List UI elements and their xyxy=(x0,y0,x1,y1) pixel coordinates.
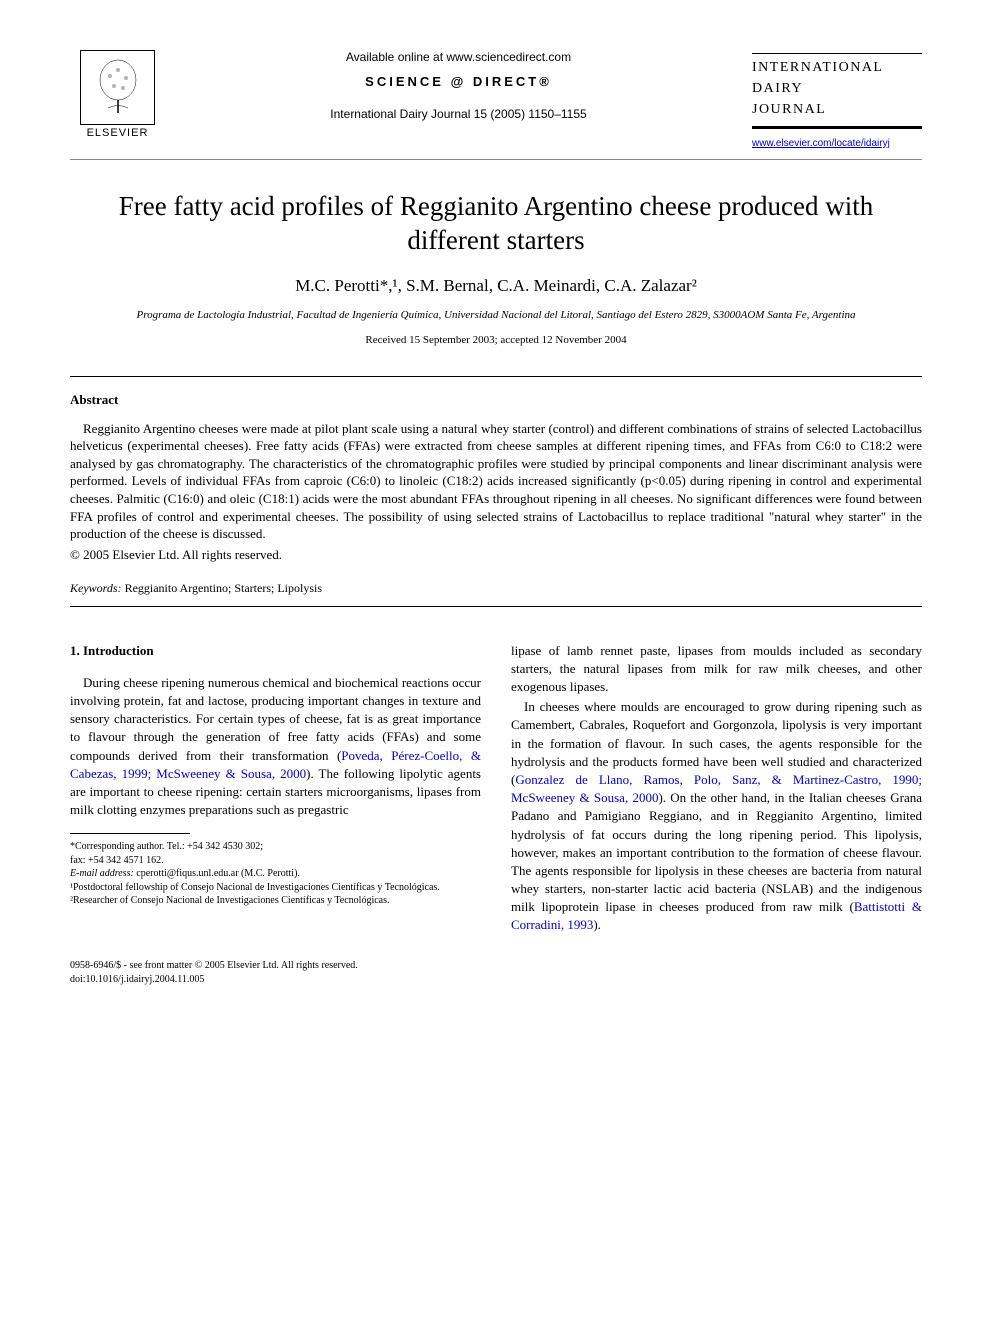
keywords-label: Keywords: xyxy=(70,581,122,595)
abstract-text: Reggianito Argentino cheeses were made a… xyxy=(70,420,922,543)
elsevier-label: ELSEVIER xyxy=(87,127,149,139)
footnote-1: ¹Postdoctoral fellowship of Consejo Naci… xyxy=(70,881,481,895)
column-left: 1. Introduction During cheese ripening n… xyxy=(70,642,481,937)
header-rule xyxy=(70,159,922,160)
header: ELSEVIER Available online at www.science… xyxy=(70,50,922,151)
footer-copyright: 0958-6946/$ - see front matter © 2005 El… xyxy=(70,959,922,973)
intro-text-2c: ). xyxy=(593,917,601,932)
keywords: Keywords: Reggianito Argentino; Starters… xyxy=(70,581,922,596)
elsevier-logo: ELSEVIER xyxy=(70,50,165,139)
available-online-text: Available online at www.sciencedirect.co… xyxy=(180,50,737,64)
affiliation: Programa de Lactología Industrial, Facul… xyxy=(70,308,922,322)
authors: M.C. Perotti*,¹, S.M. Bernal, C.A. Meina… xyxy=(70,276,922,296)
abstract-top-rule xyxy=(70,376,922,377)
keywords-text: Reggianito Argentino; Starters; Lipolysi… xyxy=(122,581,322,595)
abstract-bottom-rule xyxy=(70,606,922,607)
email-address: cperotti@fiqus.unl.edu.ar (M.C. Perotti)… xyxy=(134,868,300,879)
footer-doi: doi:10.1016/j.idairyj.2004.11.005 xyxy=(70,973,922,987)
journal-name-line1: INTERNATIONAL xyxy=(752,57,922,78)
body-columns: 1. Introduction During cheese ripening n… xyxy=(70,642,922,937)
footer: 0958-6946/$ - see front matter © 2005 El… xyxy=(70,959,922,987)
article-title: Free fatty acid profiles of Reggianito A… xyxy=(70,190,922,258)
fax: fax: +54 342 4571 162. xyxy=(70,854,481,868)
footnote-2: ²Researcher of Consejo Nacional de Inves… xyxy=(70,894,481,908)
header-center: Available online at www.sciencedirect.co… xyxy=(165,50,752,121)
science-direct-logo: SCIENCE @ DIRECT® xyxy=(180,74,737,89)
journal-name-line3: JOURNAL xyxy=(752,99,922,120)
journal-name-line2: DAIRY xyxy=(752,78,922,99)
journal-reference: International Dairy Journal 15 (2005) 11… xyxy=(180,107,737,121)
corresponding-author: *Corresponding author. Tel.: +54 342 453… xyxy=(70,840,481,854)
journal-title-box: INTERNATIONAL DAIRY JOURNAL www.elsevier… xyxy=(752,50,922,151)
introduction-heading: 1. Introduction xyxy=(70,642,481,660)
journal-link[interactable]: www.elsevier.com/locate/idairyj xyxy=(752,138,890,149)
intro-paragraph-1: During cheese ripening numerous chemical… xyxy=(70,674,481,820)
column-right: lipase of lamb rennet paste, lipases fro… xyxy=(511,642,922,937)
footnotes: *Corresponding author. Tel.: +54 342 453… xyxy=(70,840,481,908)
abstract-heading: Abstract xyxy=(70,392,922,408)
article-dates: Received 15 September 2003; accepted 12 … xyxy=(70,334,922,346)
abstract-copyright: © 2005 Elsevier Ltd. All rights reserved… xyxy=(70,547,922,563)
footnote-rule xyxy=(70,833,190,834)
elsevier-tree-icon xyxy=(80,50,155,125)
intro-paragraph-2: In cheeses where moulds are encouraged t… xyxy=(511,698,922,934)
intro-text-2b: ). On the other hand, in the Italian che… xyxy=(511,790,922,914)
intro-paragraph-1-cont: lipase of lamb rennet paste, lipases fro… xyxy=(511,642,922,697)
email-label: E-mail address: xyxy=(70,868,134,879)
